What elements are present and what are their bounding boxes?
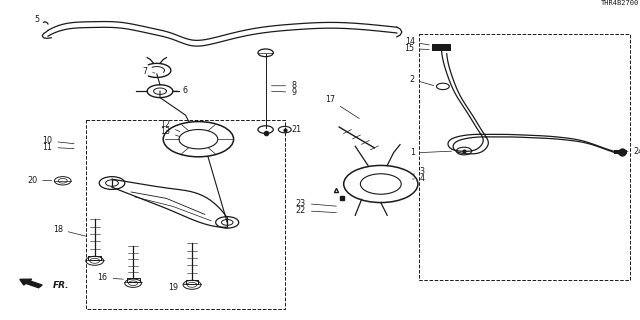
Text: 18: 18 [52, 225, 86, 236]
Text: 10: 10 [42, 136, 74, 145]
Text: 8: 8 [271, 81, 296, 90]
Text: 19: 19 [168, 283, 187, 292]
Text: 12: 12 [160, 120, 180, 132]
Text: 20: 20 [27, 176, 52, 185]
Text: 24: 24 [627, 147, 640, 156]
Text: 1: 1 [410, 148, 452, 157]
Bar [86, 120, 285, 309]
Bar [419, 34, 630, 280]
Text: 15: 15 [404, 44, 429, 53]
Text: 21: 21 [284, 125, 301, 134]
Text: 13: 13 [160, 127, 180, 137]
Bar [432, 44, 451, 51]
Text: 6: 6 [174, 86, 188, 95]
Text: 16: 16 [97, 273, 124, 282]
Text: 23: 23 [296, 199, 337, 208]
Text: FR.: FR. [53, 281, 70, 290]
Text: 22: 22 [296, 206, 337, 215]
Text: THR4B2700: THR4B2700 [600, 0, 639, 6]
Text: 2: 2 [410, 75, 434, 86]
Text: 14: 14 [404, 37, 429, 46]
Text: 5: 5 [35, 15, 40, 24]
Text: 9: 9 [271, 88, 296, 97]
Bar [614, 150, 627, 154]
Text: 4: 4 [412, 174, 425, 183]
FancyArrow shape [20, 279, 42, 288]
Text: 17: 17 [325, 95, 359, 118]
Text: 11: 11 [42, 143, 74, 152]
Text: 7: 7 [142, 67, 155, 76]
Text: 3: 3 [412, 167, 425, 176]
